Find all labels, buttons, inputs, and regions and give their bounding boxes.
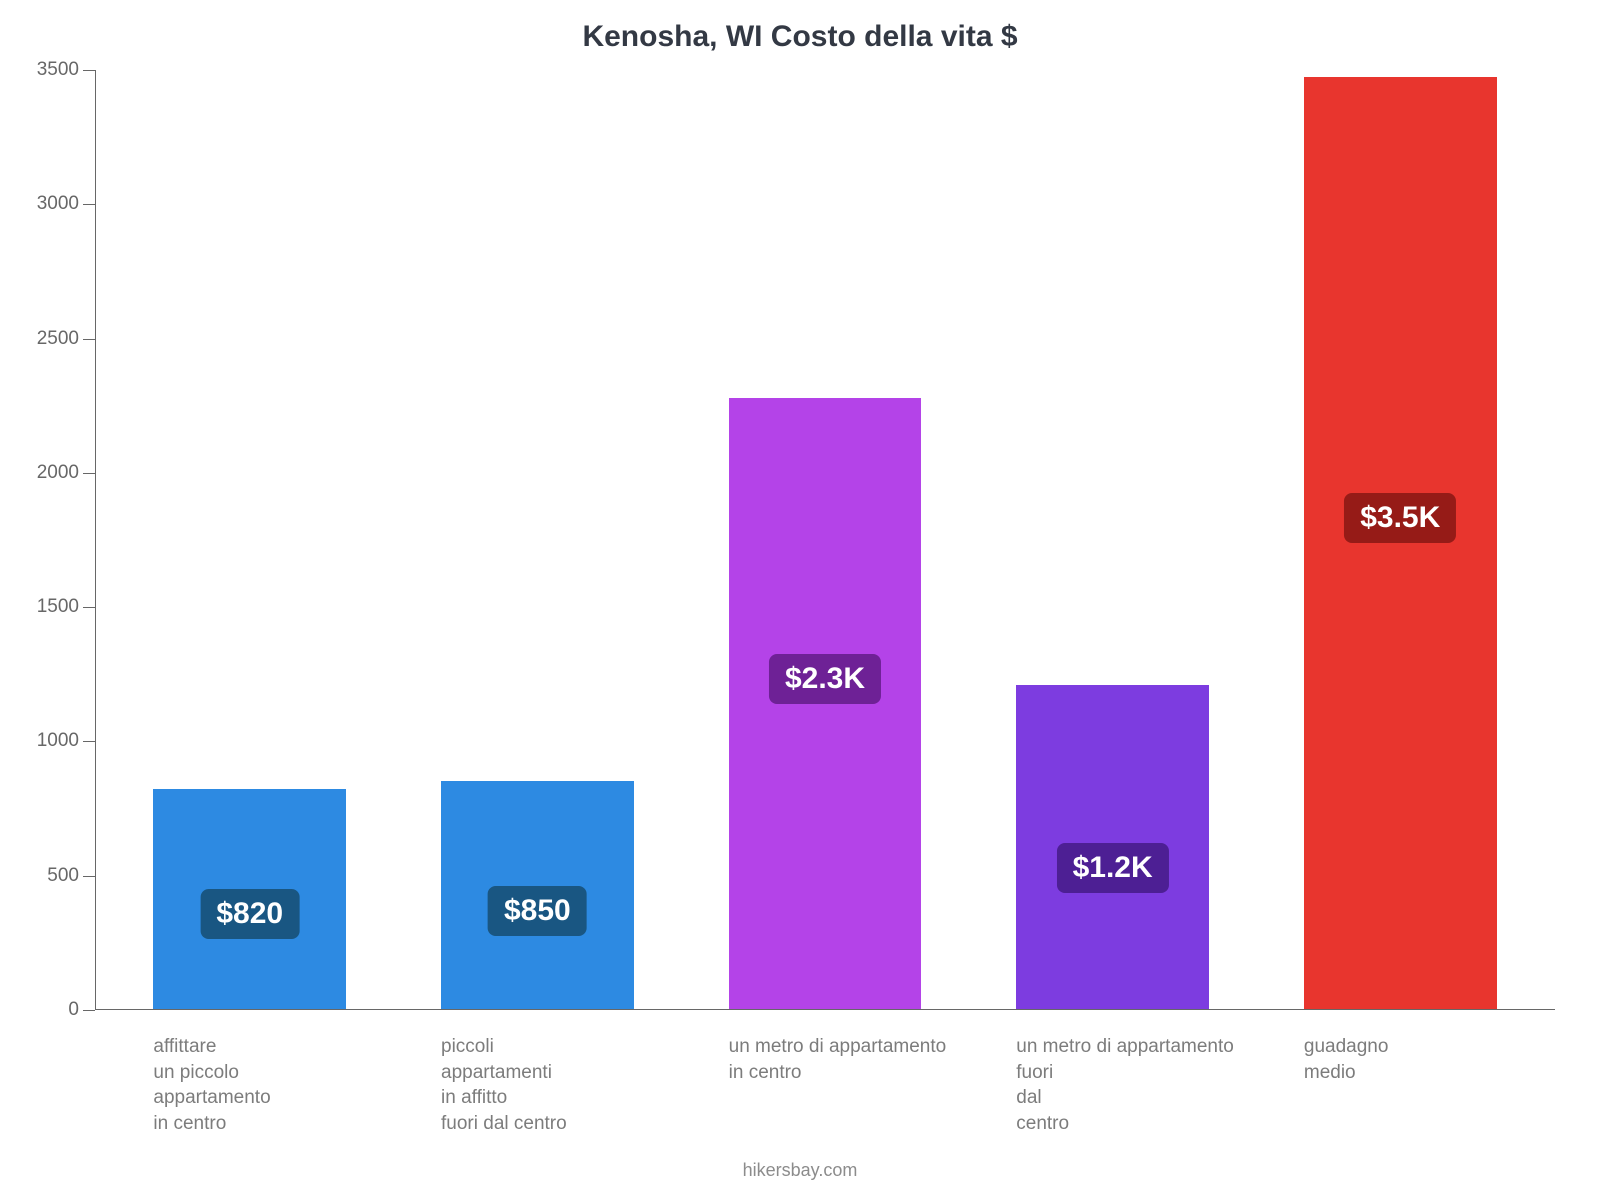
bar: $3.5K bbox=[1304, 77, 1497, 1009]
plot-area: 0500100015002000250030003500$820affittar… bbox=[95, 70, 1555, 1010]
x-tick-label: un metro di appartamento fuori dal centr… bbox=[1016, 1034, 1234, 1137]
y-tick-label: 0 bbox=[68, 999, 79, 1021]
bar-value-label: $820 bbox=[200, 889, 299, 939]
y-tick-label: 2500 bbox=[37, 328, 79, 350]
y-tick-label: 2000 bbox=[37, 462, 79, 484]
y-tick-label: 1500 bbox=[37, 596, 79, 618]
bar: $820 bbox=[153, 789, 346, 1009]
y-tick-label: 1000 bbox=[37, 730, 79, 752]
bar-value-label: $1.2K bbox=[1057, 843, 1169, 893]
y-axis-line bbox=[95, 70, 96, 1010]
y-tick bbox=[83, 204, 95, 205]
bar-value-label: $3.5K bbox=[1344, 493, 1456, 543]
chart-container: Kenosha, WI Costo della vita $ 050010001… bbox=[0, 0, 1600, 1200]
bar: $1.2K bbox=[1016, 685, 1209, 1009]
x-tick-label: un metro di appartamento in centro bbox=[729, 1034, 947, 1085]
x-tick-label: affittare un piccolo appartamento in cen… bbox=[153, 1034, 270, 1137]
y-tick bbox=[83, 876, 95, 877]
bar: $850 bbox=[441, 781, 634, 1009]
chart-footer: hikersbay.com bbox=[0, 1160, 1600, 1181]
y-tick bbox=[83, 339, 95, 340]
chart-title: Kenosha, WI Costo della vita $ bbox=[0, 20, 1600, 54]
y-tick bbox=[83, 473, 95, 474]
bar: $2.3K bbox=[729, 398, 922, 1009]
y-tick-label: 3500 bbox=[37, 59, 79, 81]
x-tick-label: piccoli appartamenti in affitto fuori da… bbox=[441, 1034, 567, 1137]
bar-value-label: $2.3K bbox=[769, 654, 881, 704]
y-tick bbox=[83, 70, 95, 71]
bar-value-label: $850 bbox=[488, 886, 587, 936]
y-tick-label: 500 bbox=[47, 865, 79, 887]
x-tick-label: guadagno medio bbox=[1304, 1034, 1389, 1085]
y-tick-label: 3000 bbox=[37, 193, 79, 215]
y-tick bbox=[83, 741, 95, 742]
y-tick bbox=[83, 607, 95, 608]
x-axis-line bbox=[95, 1009, 1555, 1010]
y-tick bbox=[83, 1010, 95, 1011]
